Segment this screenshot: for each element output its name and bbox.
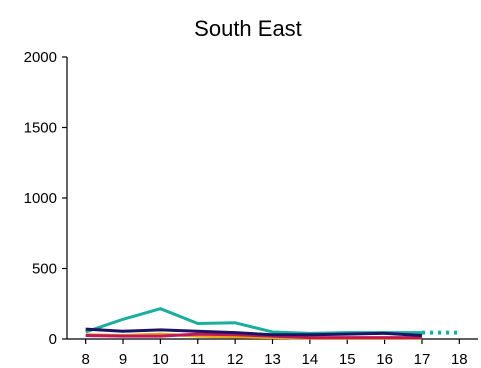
x-tick-label: 9: [119, 351, 127, 368]
x-tick-label: 8: [82, 351, 90, 368]
x-tick-label: 15: [339, 351, 356, 368]
x-tick-label: 16: [376, 351, 393, 368]
x-tick-label: 12: [227, 351, 244, 368]
y-tick-label: 2000: [24, 49, 57, 66]
series-group: [85, 307, 460, 340]
x-tick-label: 11: [190, 351, 206, 368]
y-tick-label: 1500: [24, 120, 57, 137]
series-4-line: [85, 327, 423, 337]
x-axis-ticks: 8 9 10 11 12 13 14 15 16 17 18: [82, 339, 468, 368]
x-tick-label: 13: [264, 351, 281, 368]
y-tick-label: 500: [32, 261, 57, 278]
x-tick-label: 17: [414, 351, 431, 368]
chart-title: South East: [194, 16, 302, 41]
x-tick-label: 14: [302, 351, 319, 368]
y-axis-ticks: 0 500 1000 1500 2000: [24, 49, 67, 348]
y-tick-label: 1000: [24, 190, 57, 207]
series-3-line: [85, 332, 422, 340]
x-tick-label: 10: [152, 351, 169, 368]
x-tick-label: 18: [451, 351, 468, 368]
y-tick-label: 0: [49, 331, 57, 348]
